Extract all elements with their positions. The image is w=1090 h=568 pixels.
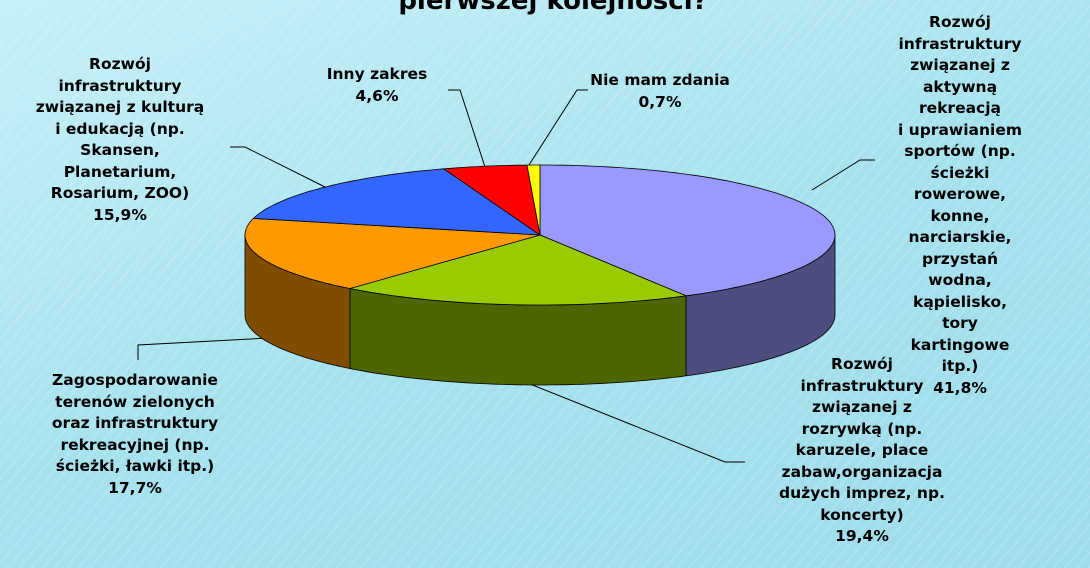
category-label: Inny zakres — [326, 65, 428, 83]
slice-label: Inny zakres 4,6% — [327, 64, 428, 107]
slice — [252, 168, 542, 236]
slice — [539, 164, 836, 297]
category-label: Rozwój infrastruktury związanej z rozryw… — [779, 355, 945, 524]
leader-line — [137, 337, 269, 360]
slice — [244, 217, 541, 289]
slice-label: Rozwój infrastruktury związanej z rozryw… — [779, 354, 945, 548]
leader-line — [230, 146, 326, 188]
value-label: 4,6% — [355, 86, 399, 105]
slice-label: Zagospodarowanie terenów zielonych oraz … — [52, 370, 218, 499]
leader-lines — [137, 89, 875, 463]
category-label: Nie mam zdania — [590, 71, 730, 89]
category-label: Zagospodarowanie terenów zielonych oraz … — [51, 371, 219, 475]
value-label: 19,4% — [835, 527, 889, 545]
leader-line — [811, 159, 875, 191]
chart-title: pierwszej kolejności? — [398, 0, 708, 16]
leader-line — [448, 89, 486, 168]
slice — [442, 164, 541, 236]
slice — [526, 164, 541, 236]
leader-line — [528, 89, 588, 166]
value-label: 0,7% — [638, 92, 682, 111]
pie — [244, 164, 836, 386]
leader-line — [514, 377, 745, 463]
value-label: 15,9% — [93, 205, 147, 224]
value-label: 17,7% — [108, 478, 162, 497]
category-label: Rozwój infrastruktury związanej z aktywn… — [897, 13, 1023, 375]
value-label: 41,8% — [933, 378, 987, 397]
slice-label: Rozwój infrastruktury związanej z aktywn… — [895, 12, 1025, 399]
slice-label: Rozwój infrastruktury związanej z kultur… — [36, 54, 204, 226]
slice — [349, 234, 688, 306]
category-label: Rozwój infrastruktury związanej z kultur… — [35, 55, 205, 202]
slice-label: Nie mam zdania 0,7% — [590, 70, 730, 113]
